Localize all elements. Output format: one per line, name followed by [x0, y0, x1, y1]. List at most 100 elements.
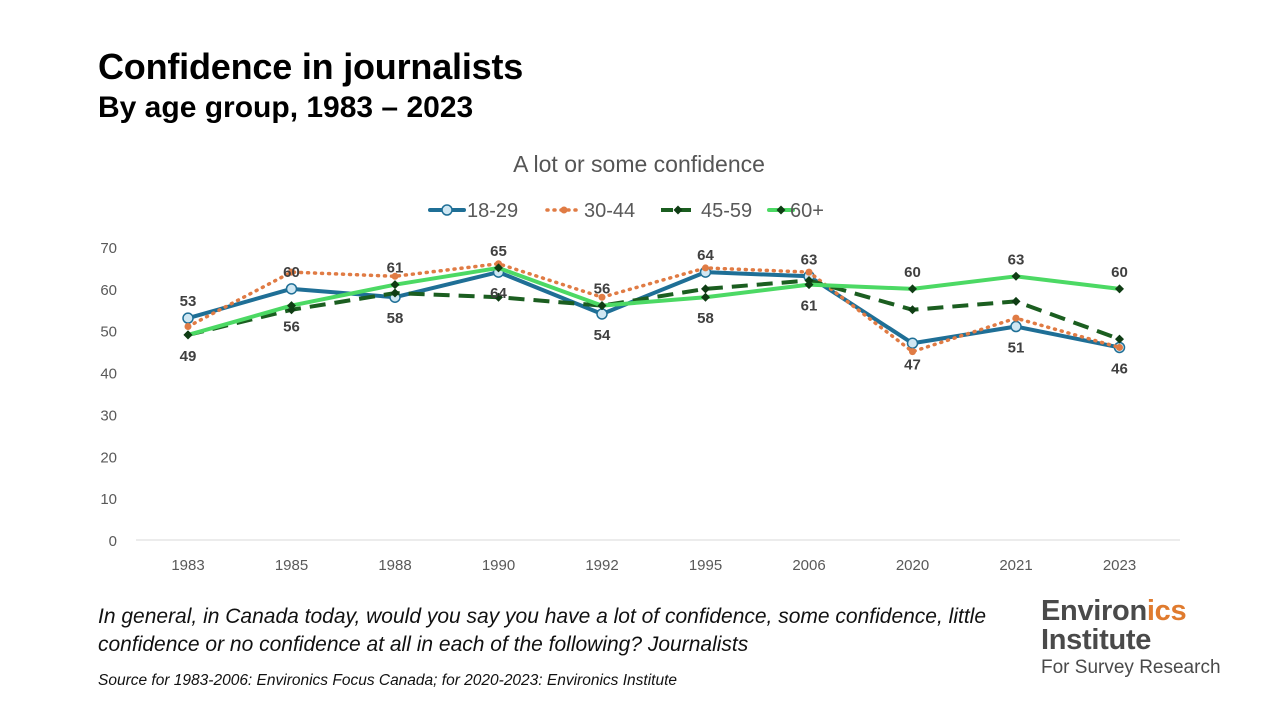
point-marker [494, 263, 503, 273]
x-tick-label: 2006 [792, 557, 825, 574]
data-label: 61 [801, 298, 818, 315]
point-marker [1012, 314, 1020, 322]
x-tick-label: 1995 [689, 557, 722, 574]
series-line [186, 270, 1122, 350]
point-marker [805, 268, 813, 276]
x-tick-label: 1992 [585, 557, 618, 574]
data-label: 53 [180, 293, 197, 310]
legend-label: 30-44 [584, 200, 635, 222]
legend-item: 18-29 [428, 200, 518, 222]
point-marker [701, 284, 710, 294]
chart-axes: 0 10 20 30 40 50 60 70 1983 1985 1988 1990 1992 1995 2… [100, 240, 1180, 574]
chart-legend: 18-29 30-44 45-59 60+ [428, 200, 824, 222]
x-tick-label: 1985 [275, 557, 308, 574]
data-label: 58 [697, 310, 714, 327]
point-marker [288, 268, 295, 276]
data-label: 51 [1008, 340, 1025, 357]
logo-word-accent: ics [1146, 595, 1187, 627]
data-label: 49 [180, 348, 197, 365]
legend-label: 45-59 [701, 200, 752, 222]
point-marker [1010, 320, 1022, 333]
point-marker [441, 204, 453, 216]
logo-word-part: Environ [1041, 595, 1147, 627]
confidence-line-chart: A lot or some confidence 18-29 30-44 45-59… [100, 151, 1180, 574]
y-tick-label: 40 [100, 366, 117, 383]
data-label: 56 [283, 319, 300, 336]
point-marker [908, 305, 917, 315]
y-tick-label: 20 [100, 449, 117, 466]
legend-item: 60+ [767, 200, 824, 222]
y-tick-label: 30 [100, 407, 117, 424]
point-marker [596, 308, 608, 320]
data-label: 54 [594, 327, 611, 344]
y-tick-label: 0 [109, 533, 117, 550]
data-label: 64 [697, 247, 714, 264]
point-marker [776, 205, 786, 215]
legend-item: 30-44 [545, 200, 635, 222]
x-tick-label: 1990 [482, 557, 515, 574]
point-marker [673, 205, 683, 215]
x-tick-label: 1988 [378, 557, 411, 574]
point-marker [804, 280, 814, 290]
point-marker [1011, 296, 1021, 306]
point-marker [1011, 271, 1021, 281]
legend-label: 18-29 [467, 200, 518, 222]
series-line [186, 265, 1122, 337]
point-marker [285, 283, 298, 295]
series-60+ [183, 263, 1124, 340]
point-marker [560, 206, 568, 214]
point-marker [906, 337, 919, 350]
y-tick-label: 60 [100, 282, 117, 299]
environics-logo: Environics Institute For Survey Research [1041, 597, 1221, 678]
chart-data-labels: 53 49 60 56 61 58 65 64 56 54 64 58 63 61 60 47 63 51 60 46 [180, 243, 1128, 378]
point-marker [702, 264, 709, 272]
point-marker [597, 301, 607, 311]
logo-line-3: For Survey Research [1041, 657, 1221, 678]
point-marker [494, 292, 503, 302]
data-label: 64 [490, 285, 507, 302]
data-label: 58 [387, 310, 404, 327]
point-marker [598, 293, 606, 301]
point-marker [287, 301, 296, 311]
source-note: Source for 1983-2006: Environics Focus C… [98, 672, 677, 689]
data-label: 63 [1008, 251, 1025, 268]
data-label: 56 [594, 281, 611, 298]
point-marker [184, 323, 192, 331]
data-label: 61 [387, 260, 404, 277]
point-marker [182, 312, 194, 324]
x-tick-label: 1983 [171, 557, 204, 574]
y-tick-label: 70 [100, 240, 117, 257]
data-label: 63 [801, 251, 818, 268]
series-line [187, 278, 1121, 341]
chart-series [182, 260, 1126, 356]
point-marker [1115, 334, 1124, 344]
y-tick-label: 50 [100, 324, 117, 341]
data-label: 46 [1111, 360, 1128, 377]
series-30-44 [184, 260, 1123, 356]
data-label: 65 [490, 243, 507, 260]
point-marker [908, 284, 917, 294]
point-marker [1115, 284, 1124, 294]
point-marker [390, 288, 400, 298]
legend-item: 45-59 [661, 200, 752, 222]
x-tick-label: 2021 [999, 557, 1032, 574]
data-label: 60 [904, 264, 921, 281]
x-tick-label: 2020 [896, 557, 929, 574]
point-marker [909, 348, 916, 356]
page-title: Confidence in journalists [98, 46, 524, 87]
point-marker [183, 330, 193, 340]
point-marker [391, 272, 399, 280]
point-marker [1116, 343, 1123, 351]
logo-line-1: Environics [1041, 597, 1221, 626]
data-label: 47 [904, 356, 921, 373]
y-tick-label: 10 [100, 491, 117, 508]
legend-label: 60+ [790, 200, 824, 222]
point-marker [390, 280, 400, 290]
point-marker [701, 292, 710, 302]
data-label: 60 [283, 264, 300, 281]
page-subtitle: By age group, 1983 – 2023 [98, 91, 474, 124]
x-tick-label: 2023 [1103, 557, 1136, 574]
logo-line-2: Institute [1041, 624, 1152, 656]
chart-title: A lot or some confidence [513, 151, 765, 177]
survey-question: In general, in Canada today, would you s… [98, 605, 986, 656]
